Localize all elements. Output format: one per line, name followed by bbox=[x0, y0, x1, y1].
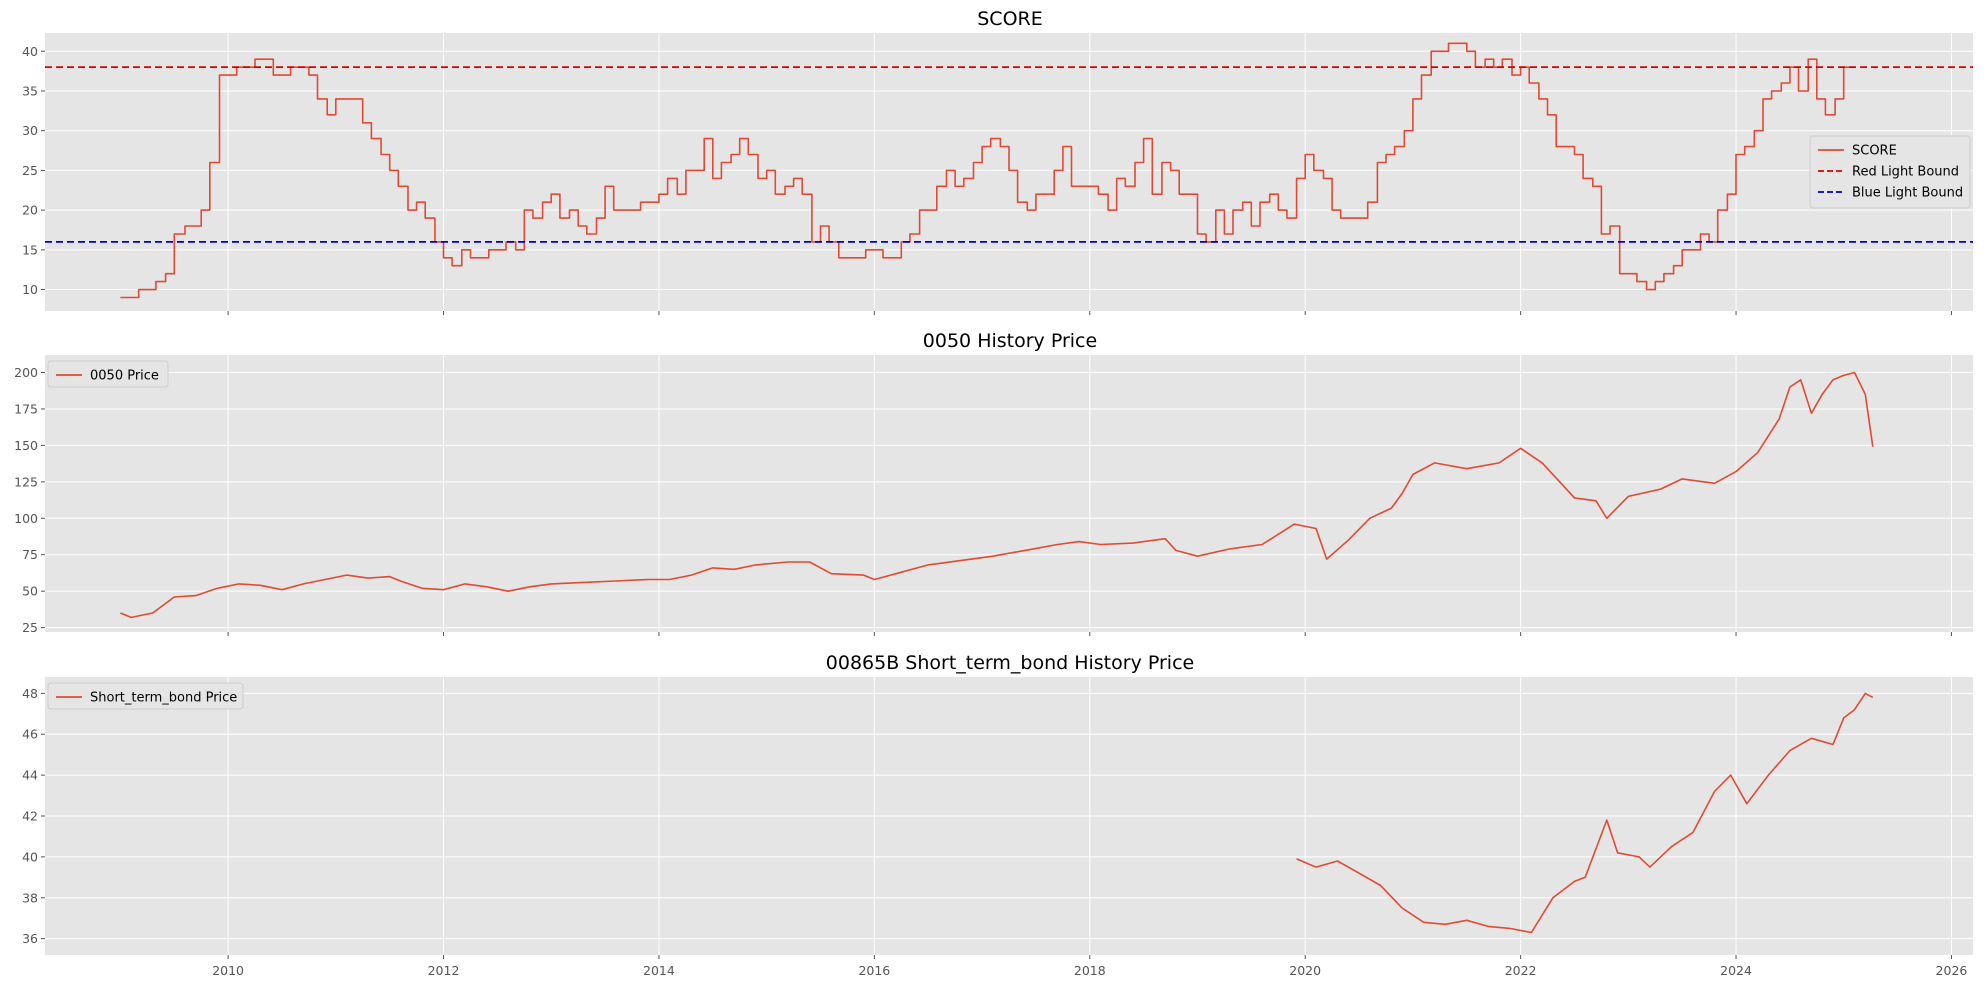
score-title: SCORE bbox=[977, 8, 1043, 30]
y-tick-label: 175 bbox=[14, 401, 38, 416]
y-tick-label: 48 bbox=[22, 686, 38, 701]
y-tick-label: 15 bbox=[22, 242, 38, 257]
y-tick-label: 46 bbox=[22, 727, 38, 742]
x-tick-label: 2024 bbox=[1720, 963, 1752, 978]
y-tick-label: 150 bbox=[14, 438, 38, 453]
legend: 0050 Price bbox=[47, 360, 169, 388]
y-tick-label: 44 bbox=[22, 768, 38, 783]
x-tick-label: 2010 bbox=[212, 963, 244, 978]
y-tick-label: 200 bbox=[14, 365, 38, 380]
y-tick-label: 40 bbox=[22, 849, 38, 864]
bond-price-panel: 00865B Short_term_bond History Price 36 3… bbox=[22, 652, 1973, 978]
plot-area bbox=[45, 33, 1973, 311]
y-tick-label: 35 bbox=[22, 83, 38, 98]
legend: SCORE Red Light Bound Blue Light Bound bbox=[1809, 135, 1971, 209]
legend-label: Red Light Bound bbox=[1852, 165, 1959, 180]
y-tick-label: 10 bbox=[22, 282, 38, 297]
y-tick-label: 25 bbox=[22, 620, 38, 635]
y-tick-label: 20 bbox=[22, 203, 38, 218]
x-tick-label: 2020 bbox=[1289, 963, 1321, 978]
x-tick-label: 2018 bbox=[1074, 963, 1106, 978]
y-tick-label: 30 bbox=[22, 123, 38, 138]
x-tick-label: 2022 bbox=[1505, 963, 1537, 978]
series-line bbox=[120, 42, 1850, 299]
y-tick-label: 36 bbox=[22, 931, 38, 946]
y-tick-label: 100 bbox=[14, 511, 38, 526]
legend-label: 0050 Price bbox=[90, 369, 159, 384]
y-tick-label: 50 bbox=[22, 584, 38, 599]
price-0050-title: 0050 History Price bbox=[923, 330, 1097, 352]
legend-box bbox=[47, 682, 244, 710]
x-tick-label: 2014 bbox=[643, 963, 675, 978]
legend-label: Short_term_bond Price bbox=[90, 691, 237, 706]
legend-label: Blue Light Bound bbox=[1852, 186, 1963, 201]
x-tick-label: 2016 bbox=[858, 963, 890, 978]
bond-price-title: 00865B Short_term_bond History Price bbox=[826, 652, 1194, 674]
score-panel: SCORE 10 15 20 25 30 35 40 SCORE Red Light Bound… bbox=[22, 8, 1973, 315]
legend-box bbox=[1809, 135, 1971, 209]
y-tick-label: 125 bbox=[14, 474, 38, 489]
plot-area bbox=[45, 355, 1973, 632]
series-line bbox=[1296, 692, 1874, 934]
price-0050-panel: 0050 History Price 25 50 75 100 125 150 175 200… bbox=[14, 330, 1973, 636]
y-tick-label: 25 bbox=[22, 163, 38, 178]
legend-box bbox=[47, 360, 169, 388]
y-tick-label: 40 bbox=[22, 44, 38, 59]
y-tick-label: 75 bbox=[22, 547, 38, 562]
legend: Short_term_bond Price bbox=[47, 682, 244, 710]
legend-label: SCORE bbox=[1852, 144, 1897, 159]
x-tick-label: 2012 bbox=[428, 963, 460, 978]
y-tick-label: 38 bbox=[22, 890, 38, 905]
series-line bbox=[120, 371, 1874, 619]
y-tick-label: 42 bbox=[22, 809, 38, 824]
x-tick-label: 2026 bbox=[1936, 963, 1968, 978]
